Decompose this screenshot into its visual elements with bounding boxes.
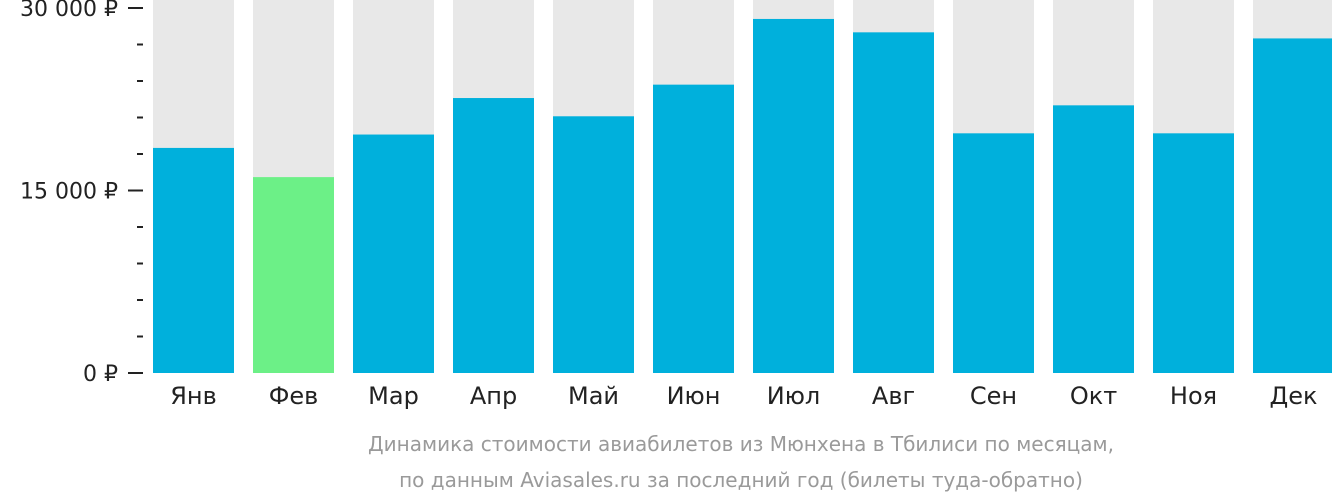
bar-10[interactable] xyxy=(1153,133,1234,373)
bar-11[interactable] xyxy=(1253,38,1332,374)
chart-caption-line-2: по данным Aviasales.ru за последний год … xyxy=(399,468,1083,492)
x-tick-label-7: Авг xyxy=(872,382,915,410)
bar-6[interactable] xyxy=(753,18,834,373)
x-tick-label-6: Июл xyxy=(767,382,821,410)
x-tick-label-0: Янв xyxy=(170,382,217,410)
bar-2[interactable] xyxy=(353,134,434,373)
x-tick-label-4: Май xyxy=(568,382,619,410)
y-tick-label-2: 30 000 ₽ xyxy=(20,0,118,22)
y-tick-label-0: 0 ₽ xyxy=(83,362,118,387)
chart-caption-line-1: Динамика стоимости авиабилетов из Мюнхен… xyxy=(368,432,1114,456)
x-axis-labels: Янв Фев Мар Апр Май Июн Июл Авг Сен Окт Ноя Дек xyxy=(170,382,1317,410)
x-tick-label-5: Июн xyxy=(667,382,721,410)
bar-7[interactable] xyxy=(853,32,934,373)
bar-1[interactable] xyxy=(253,177,334,373)
price-bars xyxy=(153,18,1332,374)
x-tick-label-10: Ноя xyxy=(1170,382,1217,410)
bar-8[interactable] xyxy=(953,133,1034,373)
x-tick-label-3: Апр xyxy=(470,382,517,410)
bar-0[interactable] xyxy=(153,147,234,373)
bar-3[interactable] xyxy=(453,98,534,374)
x-tick-label-9: Окт xyxy=(1070,382,1117,410)
y-axis: 0 ₽ 15 000 ₽ 30 000 ₽ xyxy=(20,0,143,387)
y-tick-label-1: 15 000 ₽ xyxy=(20,180,118,205)
x-tick-label-2: Мар xyxy=(368,382,419,410)
x-tick-label-8: Сен xyxy=(970,382,1017,410)
bar-9[interactable] xyxy=(1053,105,1134,373)
bar-5[interactable] xyxy=(653,84,734,374)
x-tick-label-1: Фев xyxy=(269,382,319,410)
bar-4[interactable] xyxy=(553,116,634,374)
x-tick-label-11: Дек xyxy=(1269,382,1317,410)
